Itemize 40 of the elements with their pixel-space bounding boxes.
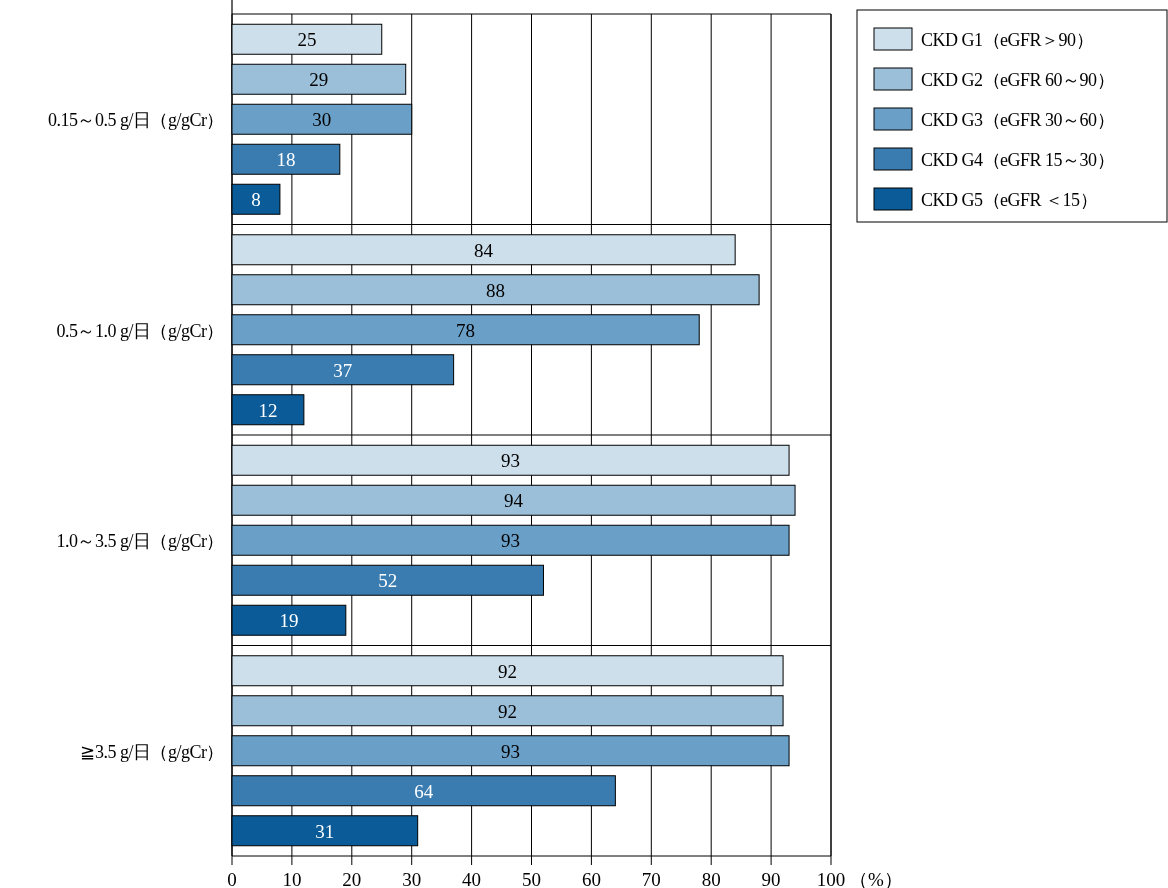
x-tick-label: 60 (581, 869, 601, 888)
data-label: 31 (315, 820, 335, 842)
data-label: 52 (378, 570, 398, 592)
data-label: 93 (501, 530, 521, 552)
data-label: 88 (486, 279, 506, 301)
legend-label: CKD G3（eGFR 30～60） (921, 110, 1115, 130)
data-label: 92 (498, 660, 518, 682)
x-tick-label: 10 (282, 869, 302, 888)
x-tick-label: 80 (701, 869, 721, 888)
data-label: 78 (456, 319, 476, 341)
data-label: 37 (333, 359, 353, 381)
data-label: 94 (504, 490, 524, 512)
data-label: 64 (414, 780, 434, 802)
x-tick-label: 20 (342, 869, 362, 888)
x-tick-label: 0 (227, 869, 237, 888)
legend-label: CKD G4（eGFR 15～30） (921, 150, 1115, 170)
x-tick-label: 40 (462, 869, 482, 888)
data-label: 19 (279, 610, 299, 632)
x-tick-label: 50 (522, 869, 541, 888)
data-label: 8 (251, 189, 261, 211)
x-tick-label: 30 (402, 869, 422, 888)
data-label: 93 (501, 740, 521, 762)
data-label: 93 (501, 450, 521, 472)
data-label: 25 (297, 29, 317, 51)
data-label: 30 (312, 109, 332, 131)
x-tick-label: 100 (816, 869, 846, 888)
data-label: 12 (258, 399, 278, 421)
y-tick-label: 0.15～0.5 g/日（g/gCr） (47, 110, 224, 131)
data-label: 92 (498, 700, 518, 722)
legend-label: CKD G5（eGFR ＜15） (921, 190, 1098, 210)
y-tick-label: 0.5～1.0 g/日（g/gCr） (56, 320, 224, 341)
data-label: 29 (309, 69, 329, 91)
y-tick-label: 1.0～3.5 g/日（g/gCr） (56, 531, 224, 552)
data-label: 84 (474, 239, 494, 261)
x-tick-label: 70 (641, 869, 661, 888)
legend-label: CKD G1（eGFR＞90） (921, 30, 1094, 50)
legend-label: CKD G2（eGFR 60～90） (921, 70, 1115, 90)
data-label: 18 (276, 149, 296, 171)
y-tick-label: ≧3.5 g/日（g/gCr） (80, 741, 224, 762)
x-tick-label: 90 (761, 869, 781, 888)
